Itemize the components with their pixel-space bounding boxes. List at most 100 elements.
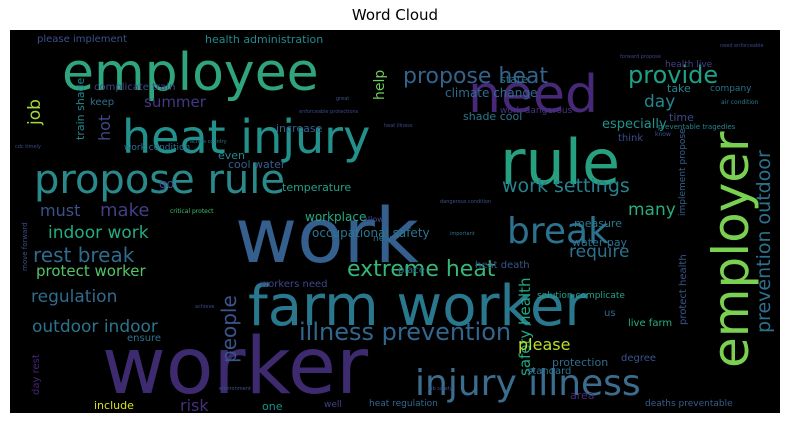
word-day: day xyxy=(644,92,675,112)
word-deaths-preventable: deaths preventable xyxy=(645,399,733,409)
word-especially: especially xyxy=(602,117,667,132)
word-people: people xyxy=(217,295,241,363)
word-provide: provide xyxy=(628,61,718,89)
word-keep: keep xyxy=(90,97,114,108)
word-workplace: workplace xyxy=(305,210,366,224)
word-measure: measure xyxy=(574,217,622,230)
word-across-country: across country xyxy=(190,139,227,145)
word-us: us xyxy=(604,308,616,319)
word-extreme-heat: extreme heat xyxy=(347,257,496,282)
word-outdoor-indoor: outdoor indoor xyxy=(32,317,158,337)
word-injury-illness: injury illness xyxy=(415,363,641,404)
word-implement-propose: implement propose xyxy=(678,128,688,216)
word-hot: hot xyxy=(95,115,114,141)
word-company: company xyxy=(710,84,752,94)
word-worker: worker xyxy=(102,322,369,412)
word-please: please xyxy=(518,335,570,354)
word-environment: environment xyxy=(219,386,251,392)
word-heat-illness: heat illness xyxy=(384,123,413,129)
word-need: need xyxy=(468,65,598,125)
word-standard: standard xyxy=(527,366,571,377)
word-move-forward: move forward xyxy=(21,222,29,271)
word-know: know xyxy=(655,131,671,138)
word-state: state xyxy=(500,73,528,86)
word-think: think xyxy=(618,133,643,144)
word-illness-prevention: illness prevention xyxy=(299,318,511,346)
word-preventable-tragedies: preventable tragedies xyxy=(658,123,736,131)
word-allow: allow xyxy=(363,215,384,224)
word-heat-injury: heat injury xyxy=(122,110,370,164)
word-farm-worker: farm worker xyxy=(248,274,588,339)
word-new: new xyxy=(373,234,392,244)
word-summer: summer xyxy=(144,93,207,111)
word-water-pay: water pay xyxy=(572,236,628,249)
word-require: require xyxy=(569,242,629,262)
word-help: help xyxy=(372,70,388,100)
word-protect-health: protect health xyxy=(678,254,689,325)
word-temperature: temperature xyxy=(282,181,351,194)
word-include: include xyxy=(94,399,134,412)
word-climate-change: climate change xyxy=(445,86,537,100)
word-live-farm: live farm xyxy=(628,318,672,329)
word-time: time xyxy=(669,111,694,124)
word-protection: protection xyxy=(552,356,608,369)
word-well: well xyxy=(324,400,342,410)
word-rule: rule xyxy=(500,126,620,199)
word-shade-cool: shade cool xyxy=(463,110,522,123)
word-propose-heat: propose heat xyxy=(403,64,548,89)
word-workers-need: workers need xyxy=(260,279,328,290)
word-indoor-work: indoor work xyxy=(48,223,149,243)
word-protect-worker: protect worker xyxy=(36,262,147,280)
word-work: work xyxy=(235,191,419,280)
word-cool-water: cool water xyxy=(228,158,286,171)
word-achieve: achieve xyxy=(195,304,214,310)
word-work-condition: work condition xyxy=(124,143,190,153)
word-prevention-outdoor: prevention outdoor xyxy=(753,150,775,333)
word-great: great xyxy=(336,96,349,102)
word-make: make xyxy=(100,200,149,221)
word-employer: employer xyxy=(702,131,760,368)
word-place: place xyxy=(398,265,425,276)
word-critical-protect: critical protect xyxy=(170,208,214,215)
word-complicate-train: complicate train xyxy=(94,82,175,93)
word-health-live: health live xyxy=(665,60,713,70)
word-air-condition: air condition xyxy=(721,99,759,106)
word-forward-propose: forward propose xyxy=(620,54,661,60)
word-please-implement: please implement xyxy=(37,34,127,45)
word-need-enforceable: need enforceable xyxy=(720,43,764,49)
word-train-shade: train shade xyxy=(74,77,87,140)
word-take: take xyxy=(667,82,691,95)
word-ensure: ensure xyxy=(127,333,161,344)
word-increase: increase xyxy=(276,122,323,135)
word-break: break xyxy=(507,211,609,252)
chart-title: Word Cloud xyxy=(351,6,439,24)
word-heat-regulation: heat regulation xyxy=(369,399,438,409)
word-cdc-timely: cdc timely xyxy=(15,144,41,150)
word-work-dangerous: work dangerous xyxy=(500,106,573,116)
word-heat-death: heat death xyxy=(475,260,530,271)
word-job: job xyxy=(25,99,45,126)
word-job-safety: job safety xyxy=(427,386,453,392)
word-rest-break: rest break xyxy=(33,243,135,267)
word-area: area xyxy=(570,389,595,402)
word-work-settings: work settings xyxy=(502,175,630,197)
word-must: must xyxy=(40,201,80,220)
word-even: even xyxy=(218,149,245,162)
word-one: one xyxy=(262,400,283,413)
word-cloud: worker work farm worker employee heat injury… xyxy=(10,30,780,413)
word-risk: risk xyxy=(180,396,209,413)
word-many: many xyxy=(628,200,676,220)
word-important: important xyxy=(450,231,475,237)
word-health-administration: health administration xyxy=(205,33,323,46)
word-day-rest: day rest xyxy=(31,354,42,395)
word-occupational-safety: occupational safety xyxy=(312,226,430,240)
word-regulation: regulation xyxy=(31,287,117,307)
word-employee: employee xyxy=(62,43,319,103)
word-go: go xyxy=(159,177,174,191)
word-dangerous-condition: dangerous condition xyxy=(440,199,491,205)
word-enforceable-protections: enforceable protections xyxy=(299,109,359,115)
word-propose-rule: propose rule xyxy=(34,157,285,203)
word-safety-health: safety health xyxy=(516,277,534,376)
word-solution-complicate: solution complicate xyxy=(537,291,625,301)
